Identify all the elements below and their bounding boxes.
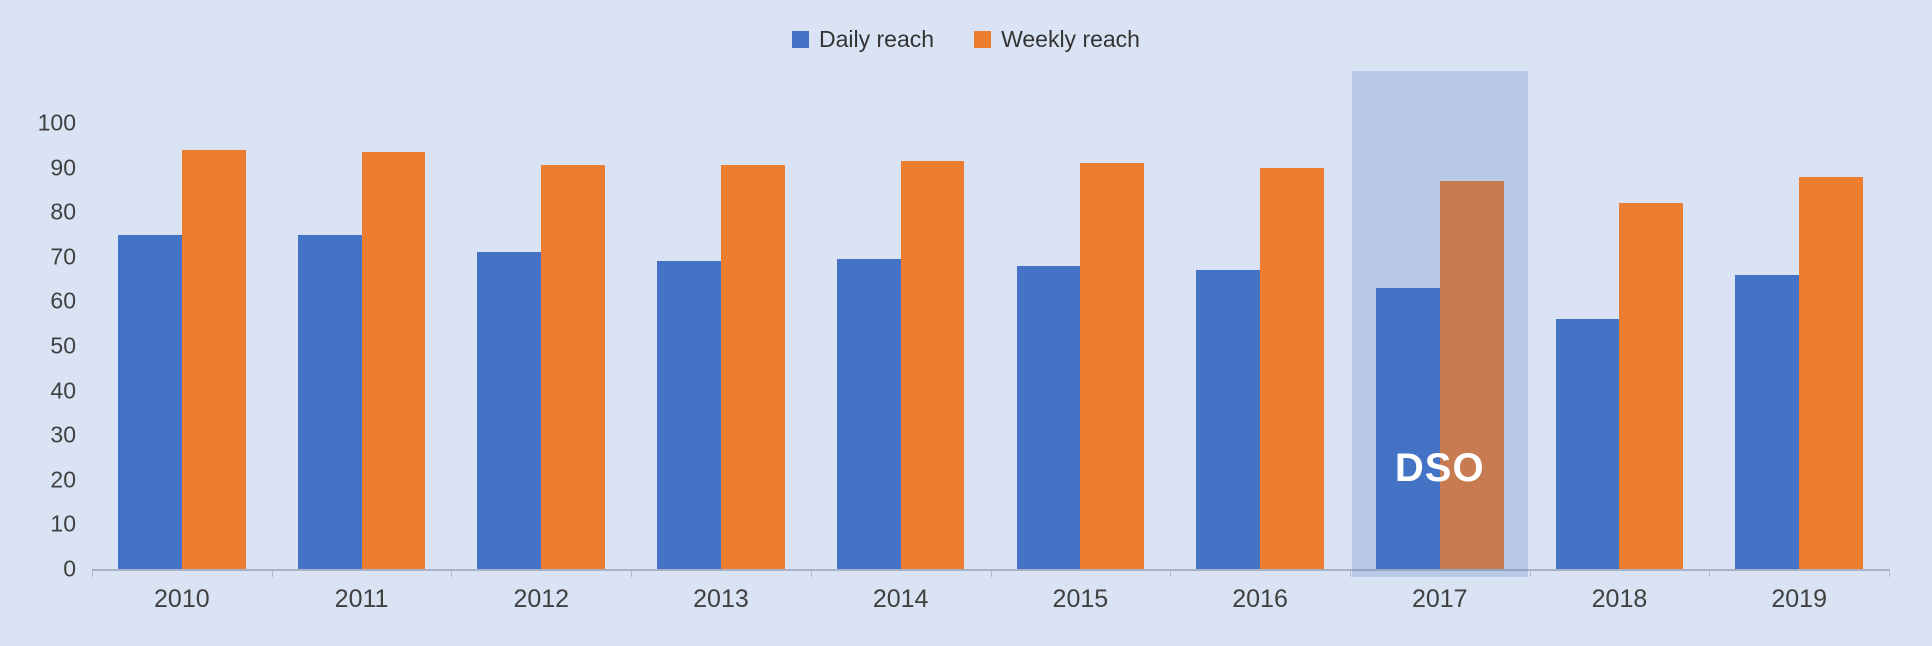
daily-bar-2019 (1735, 274, 1800, 569)
legend-item-weekly[interactable]: Weekly reach (974, 26, 1140, 53)
x-axis-tick (271, 569, 273, 577)
category-2011: 2011 (272, 123, 452, 613)
legend-item-daily[interactable]: Daily reach (792, 26, 934, 53)
y-tick-label: 20 (50, 466, 76, 493)
x-tick-label: 2011 (334, 585, 389, 613)
daily-bar-2017 (1375, 288, 1440, 569)
x-tick-label: 2010 (154, 585, 210, 613)
category-2013: 2013 (631, 123, 811, 613)
dso-label: DSO (1394, 446, 1485, 490)
category-2016: 2016 (1170, 123, 1350, 613)
y-tick-label: 70 (50, 243, 76, 270)
chart-legend: Daily reach Weekly reach (0, 26, 1932, 53)
x-axis-tick (1170, 569, 1172, 577)
x-tick-label: 2014 (872, 585, 929, 613)
y-tick-label: 90 (50, 154, 76, 181)
x-axis-tick (92, 569, 93, 577)
y-tick-label: 100 (37, 109, 76, 136)
category-2018: 2018 (1530, 123, 1710, 613)
y-tick-label: 10 (50, 510, 76, 537)
x-axis-tick (1709, 569, 1711, 577)
y-tick-label: 50 (50, 332, 76, 359)
x-axis-tick (451, 569, 453, 577)
weekly-bar-2015 (1080, 163, 1145, 569)
x-axis-tick (1349, 569, 1351, 577)
dso-highlight-band: DSO (1351, 71, 1528, 577)
daily-bar-2011 (297, 234, 362, 569)
x-axis-tick (631, 569, 633, 577)
x-tick-label: 2012 (513, 585, 570, 613)
y-tick-label: 60 (50, 287, 76, 314)
weekly-bar-2010 (181, 149, 246, 569)
category-2012: 2012 (451, 123, 631, 613)
y-tick-label: 30 (50, 421, 76, 448)
x-axis-tick (1889, 569, 1890, 577)
legend-label-weekly: Weekly reach (1001, 26, 1140, 52)
category-2017: 2017 DSO (1350, 71, 1530, 613)
y-tick-label: 40 (50, 377, 76, 404)
x-tick-label: 2013 (693, 585, 749, 613)
x-tick-label: 2019 (1771, 585, 1827, 613)
weekly-bar-2018 (1619, 203, 1684, 569)
daily-bar-2010 (118, 234, 182, 569)
weekly-bar-2019 (1799, 176, 1863, 569)
x-axis-tick (810, 569, 812, 577)
category-2010: 2010 (92, 123, 272, 613)
weekly-bar-2012 (541, 165, 606, 569)
y-tick-label: 80 (50, 198, 76, 225)
weekly-bar-2013 (720, 165, 785, 569)
x-tick-label: 2017 (1411, 585, 1468, 613)
weekly-bar-2017 (1439, 180, 1504, 569)
daily-swatch-icon (792, 31, 810, 48)
category-2019: 2019 (1709, 123, 1889, 613)
weekly-swatch-icon (974, 31, 992, 48)
category-2014: 2014 (811, 123, 991, 613)
x-tick-label: 2015 (1052, 585, 1109, 613)
daily-bar-2015 (1016, 265, 1081, 569)
weekly-bar-2016 (1260, 167, 1324, 569)
daily-bar-2014 (836, 259, 901, 569)
daily-bar-2012 (477, 252, 542, 569)
daily-bar-2013 (657, 261, 721, 569)
daily-bar-2016 (1196, 270, 1261, 569)
daily-bar-2018 (1555, 319, 1620, 569)
weekly-bar-2011 (361, 152, 426, 569)
y-tick-label: 0 (63, 555, 76, 582)
x-axis-tick (1529, 569, 1531, 577)
x-axis-tick (990, 569, 992, 577)
plot-area: 0 10 20 30 40 50 60 70 80 90 100 2010 2011 2012 2013 20… (38, 71, 1890, 613)
weekly-bar-2014 (900, 160, 965, 569)
x-tick-label: 2018 (1591, 585, 1648, 613)
x-tick-label: 2016 (1232, 585, 1288, 613)
legend-label-daily: Daily reach (819, 26, 935, 52)
category-2015: 2015 (991, 123, 1171, 613)
